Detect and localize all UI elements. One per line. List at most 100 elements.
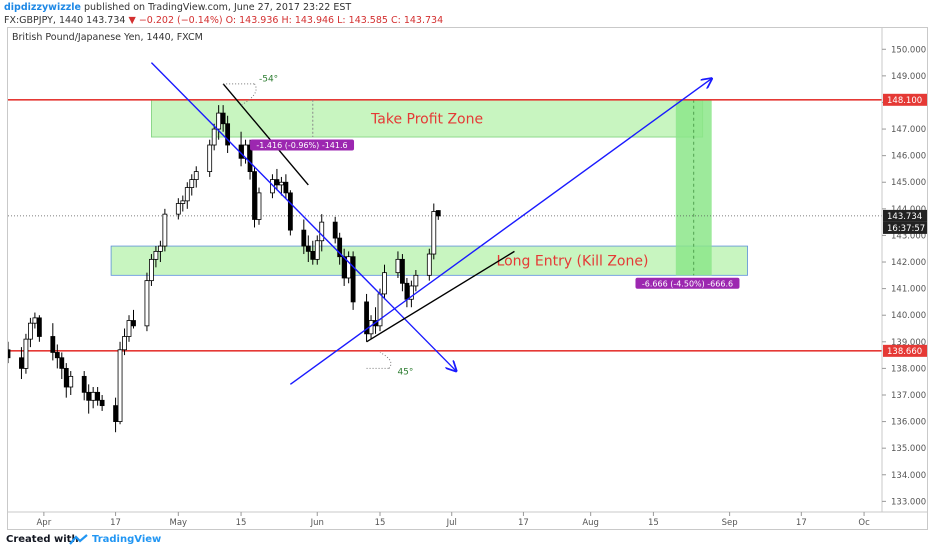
candle-body	[404, 282, 410, 300]
candle	[220, 105, 226, 132]
price-tick-label: 149.000	[891, 72, 926, 82]
candle	[314, 235, 320, 265]
candle	[225, 115, 231, 153]
time-tick-label: 17	[518, 518, 529, 528]
candle-body	[431, 211, 437, 255]
footer: Created with TradingView	[0, 530, 932, 550]
candle	[95, 387, 101, 406]
candle-body	[332, 221, 338, 239]
candle-body	[157, 245, 163, 252]
candle	[126, 315, 132, 342]
candle	[274, 168, 280, 191]
time-tick-label: 17	[796, 518, 807, 528]
candle-body	[149, 258, 154, 282]
candle	[54, 344, 60, 369]
candle-body	[32, 317, 38, 324]
candle	[63, 363, 69, 398]
ohlc-open: O: 143.936	[225, 15, 279, 26]
price-tick-label: 145.000	[891, 178, 926, 188]
candle-body	[68, 375, 74, 388]
candle	[346, 251, 352, 284]
candle	[287, 190, 293, 236]
author-link[interactable]: dipdizzywizzle	[4, 2, 81, 13]
candle-body	[99, 399, 105, 407]
candle-body	[189, 179, 195, 188]
candle	[8, 341, 11, 364]
candle-body	[287, 192, 293, 231]
time-tick-label: Aug	[582, 518, 599, 528]
price-chart[interactable]: Take Profit Zone Long Entry (Kill Zone) -5…	[8, 28, 927, 529]
tradingview-brand[interactable]: TradingView	[92, 534, 162, 545]
tradingview-logo-icon	[69, 534, 88, 545]
candle	[400, 254, 405, 292]
candle-body	[274, 179, 280, 186]
candle	[68, 371, 74, 395]
candle-body	[95, 391, 101, 401]
candle-body	[350, 256, 356, 303]
price-tick-label: 143.000	[891, 231, 926, 241]
candle-body	[90, 391, 96, 401]
measure-label-box	[250, 139, 355, 151]
candle	[144, 272, 150, 332]
candle-body	[310, 250, 316, 260]
candle-body	[131, 320, 136, 327]
candle	[395, 251, 401, 278]
candle-body	[256, 192, 262, 220]
candle	[256, 187, 262, 225]
published-text: published on TradingView.com, June 27, 2…	[80, 2, 352, 13]
candle	[131, 309, 136, 329]
candle	[117, 341, 123, 425]
angle-arc-lower	[379, 351, 392, 369]
candle	[332, 216, 338, 244]
trendline-3	[222, 83, 309, 186]
time-tick-label: Apr	[36, 518, 51, 528]
candle-body	[113, 405, 118, 422]
candle	[301, 219, 307, 255]
candle	[175, 198, 181, 220]
candle-body	[337, 237, 343, 258]
candle	[189, 174, 195, 196]
candle-body	[59, 357, 65, 369]
candle	[122, 328, 127, 356]
time-tick-label: Jul	[446, 518, 457, 528]
candle	[431, 203, 437, 260]
time-tick-label: Sep	[722, 518, 738, 528]
candle-body	[395, 258, 401, 274]
candle-body	[144, 280, 150, 327]
ohlc-low: L: 143.585	[337, 15, 388, 26]
time-tick-label: Jun	[310, 518, 324, 528]
candle	[99, 394, 105, 411]
price-axis-tag	[883, 344, 927, 357]
symbol-info: FX:GBPJPY, 1440 143.734 ▼ −0.202 (−0.14%…	[4, 15, 443, 26]
candle	[435, 210, 441, 220]
candle-body	[50, 336, 56, 353]
price-axis-tag	[883, 93, 927, 106]
candle	[283, 174, 289, 199]
candle	[319, 214, 325, 252]
candle	[180, 195, 186, 212]
time-tick-label: May	[170, 518, 188, 528]
candle-body	[408, 285, 414, 300]
candle-body	[305, 245, 311, 252]
candle	[28, 317, 33, 348]
symbol-label: FX:GBPJPY, 1440	[4, 15, 84, 26]
price-tick-label: 141.000	[891, 285, 926, 295]
price-tick-label: 140.000	[891, 311, 926, 321]
price-axis-tag-label: 138.660	[887, 347, 922, 357]
candle-body	[413, 274, 419, 287]
candle	[184, 182, 190, 209]
candle-body	[426, 253, 432, 276]
candle	[305, 235, 311, 263]
candle	[216, 105, 222, 140]
trendline-2	[289, 79, 711, 385]
price-axis-tag-label: 148.100	[887, 96, 922, 106]
price-tick-label: 138.000	[891, 364, 926, 374]
candle	[426, 248, 432, 281]
candle	[337, 232, 343, 265]
candle-body	[23, 338, 29, 369]
candle	[59, 352, 65, 380]
candle	[413, 270, 419, 292]
candle-body	[364, 301, 369, 335]
price-tick-label: 146.000	[891, 152, 926, 162]
candle-body	[220, 112, 226, 125]
